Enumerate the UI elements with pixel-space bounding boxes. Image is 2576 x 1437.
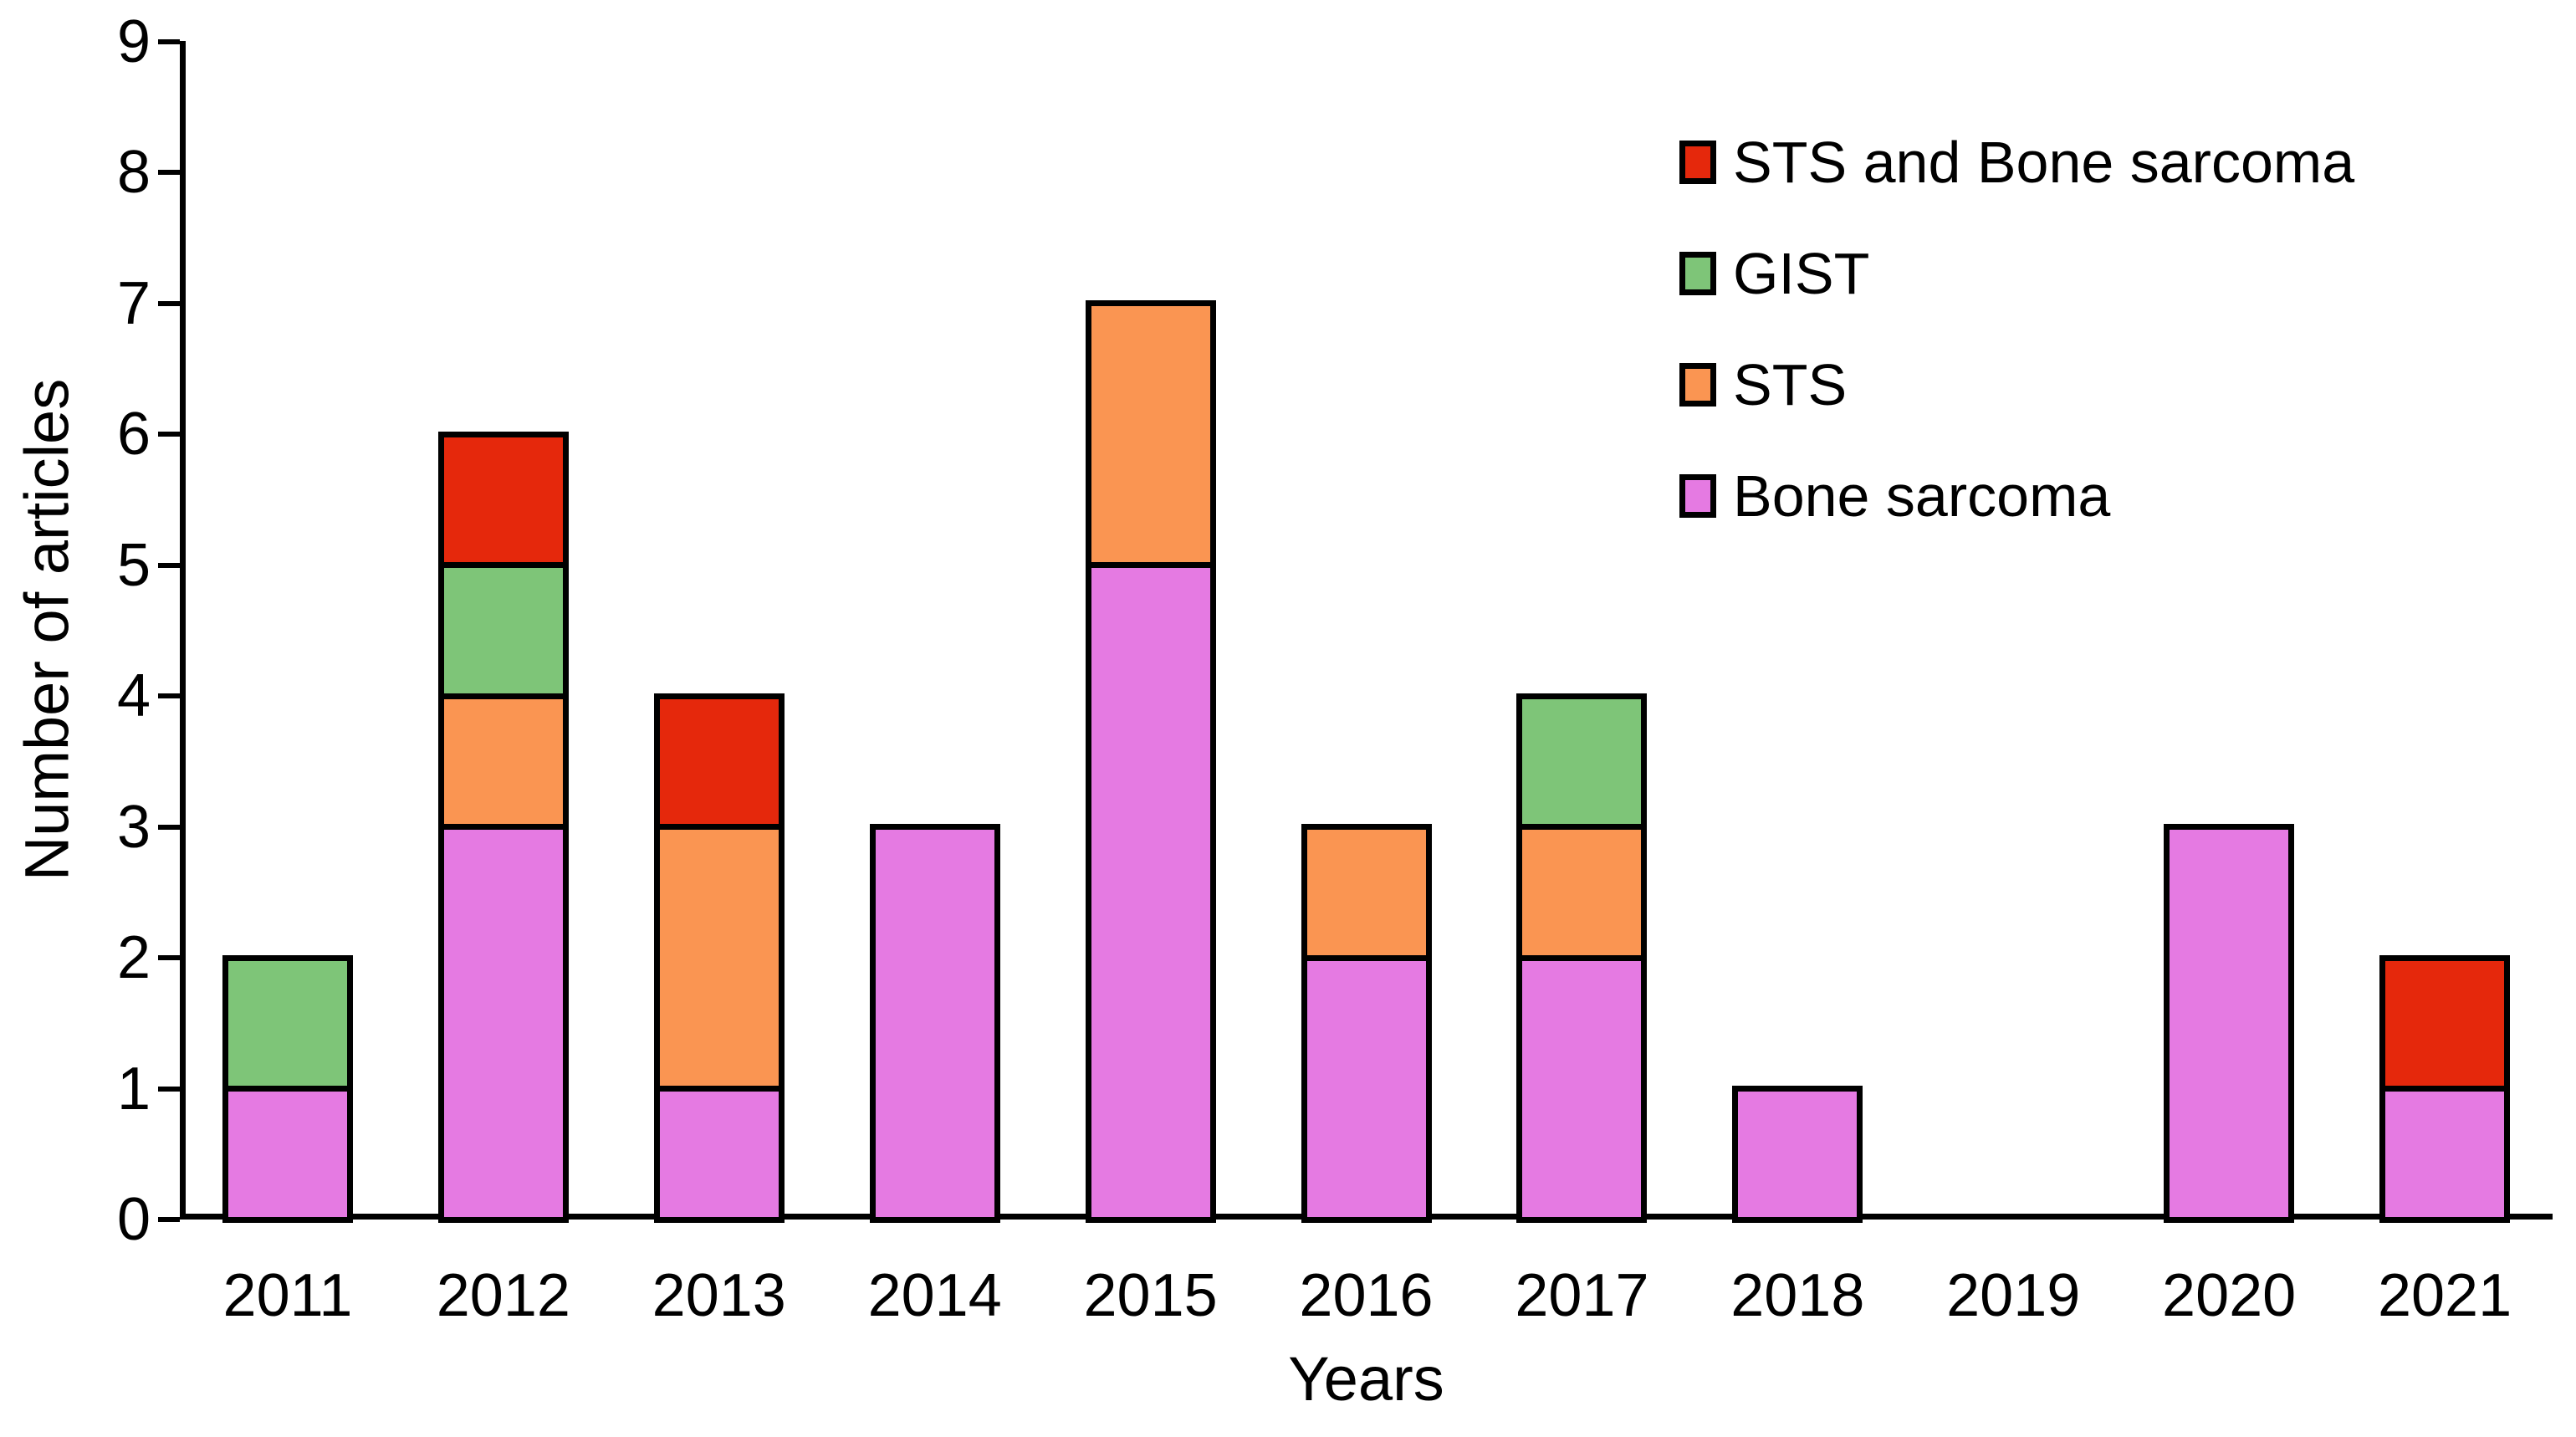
- legend-swatch-icon: [1679, 252, 1716, 295]
- x-tick-label-2012: 2012: [436, 1262, 570, 1329]
- legend-item-sts: STS: [1679, 352, 2354, 417]
- legend-item-gist: GIST: [1679, 241, 2354, 306]
- bar-segment-2015-sts: [1085, 300, 1216, 568]
- bar-segment-2013-sts: [653, 824, 785, 1092]
- y-tick-label-0: 0: [116, 1186, 151, 1253]
- bar-segment-2013-sts-and-bone-sarcoma: [653, 693, 785, 830]
- bar-segment-2016-sts: [1301, 824, 1432, 961]
- y-tick-8: [158, 170, 180, 175]
- y-tick-5: [158, 562, 180, 568]
- bar-segment-2011-bone-sarcoma: [222, 1086, 353, 1223]
- bar-segment-2021-bone-sarcoma: [2379, 1086, 2511, 1223]
- legend-label: GIST: [1733, 241, 1870, 306]
- x-tick-label-2019: 2019: [1946, 1262, 2081, 1329]
- legend-swatch-icon: [1679, 363, 1716, 407]
- y-tick-3: [158, 824, 180, 830]
- x-tick-label-2015: 2015: [1083, 1262, 1218, 1329]
- bar-segment-2020-bone-sarcoma: [2164, 824, 2295, 1223]
- bar-segment-2016-bone-sarcoma: [1301, 954, 1432, 1223]
- legend: STS and Bone sarcoma GIST STS Bone sarcoma: [1679, 130, 2354, 586]
- bar-segment-2017-gist: [1516, 693, 1648, 830]
- x-tick-label-2020: 2020: [2162, 1262, 2297, 1329]
- bar-segment-2018-bone-sarcoma: [1732, 1086, 1863, 1223]
- x-tick-label-2013: 2013: [652, 1262, 786, 1329]
- x-tick-label-2021: 2021: [2377, 1262, 2512, 1329]
- y-axis-title: Number of articles: [12, 378, 82, 882]
- legend-label: STS: [1733, 352, 1848, 417]
- y-tick-label-6: 6: [116, 401, 151, 468]
- y-tick-label-1: 1: [116, 1055, 151, 1122]
- y-tick-7: [158, 300, 180, 306]
- y-tick-label-9: 9: [116, 8, 151, 75]
- y-tick-label-8: 8: [116, 139, 151, 206]
- bar-segment-2012-gist: [437, 562, 569, 699]
- legend-item-bone-sarcoma: Bone sarcoma: [1679, 463, 2354, 529]
- y-tick-label-4: 4: [116, 662, 151, 729]
- bar-segment-2021-sts-and-bone-sarcoma: [2379, 954, 2511, 1092]
- legend-swatch-icon: [1679, 141, 1716, 184]
- bar-segment-2013-bone-sarcoma: [653, 1086, 785, 1223]
- legend-label: Bone sarcoma: [1733, 463, 2111, 529]
- x-axis-title: Years: [1288, 1344, 1444, 1414]
- legend-swatch-icon: [1679, 474, 1716, 518]
- y-tick-4: [158, 693, 180, 698]
- y-tick-9: [158, 38, 180, 44]
- y-tick-0: [158, 1217, 180, 1222]
- x-tick-label-2014: 2014: [867, 1262, 1002, 1329]
- y-tick-label-2: 2: [116, 924, 151, 991]
- bar-segment-2011-gist: [222, 954, 353, 1092]
- x-tick-label-2018: 2018: [1730, 1262, 1865, 1329]
- bar-segment-2012-sts-and-bone-sarcoma: [437, 431, 569, 568]
- x-tick-label-2016: 2016: [1299, 1262, 1434, 1329]
- y-tick-2: [158, 955, 180, 960]
- x-tick-label-2017: 2017: [1515, 1262, 1649, 1329]
- x-tick-label-2011: 2011: [222, 1262, 353, 1329]
- bar-segment-2015-bone-sarcoma: [1085, 562, 1216, 1223]
- bar-segment-2012-bone-sarcoma: [437, 824, 569, 1223]
- bar-segment-2017-bone-sarcoma: [1516, 954, 1648, 1223]
- y-tick-1: [158, 1086, 180, 1092]
- bar-segment-2017-sts: [1516, 824, 1648, 961]
- y-tick-label-5: 5: [116, 531, 151, 599]
- y-tick-label-7: 7: [116, 269, 151, 337]
- legend-label: STS and Bone sarcoma: [1733, 130, 2355, 195]
- bar-segment-2012-sts: [437, 693, 569, 830]
- y-tick-label-3: 3: [116, 793, 151, 861]
- legend-item-sts-and-bone-sarcoma: STS and Bone sarcoma: [1679, 130, 2354, 195]
- bar-segment-2014-bone-sarcoma: [869, 824, 1000, 1223]
- y-tick-6: [158, 432, 180, 437]
